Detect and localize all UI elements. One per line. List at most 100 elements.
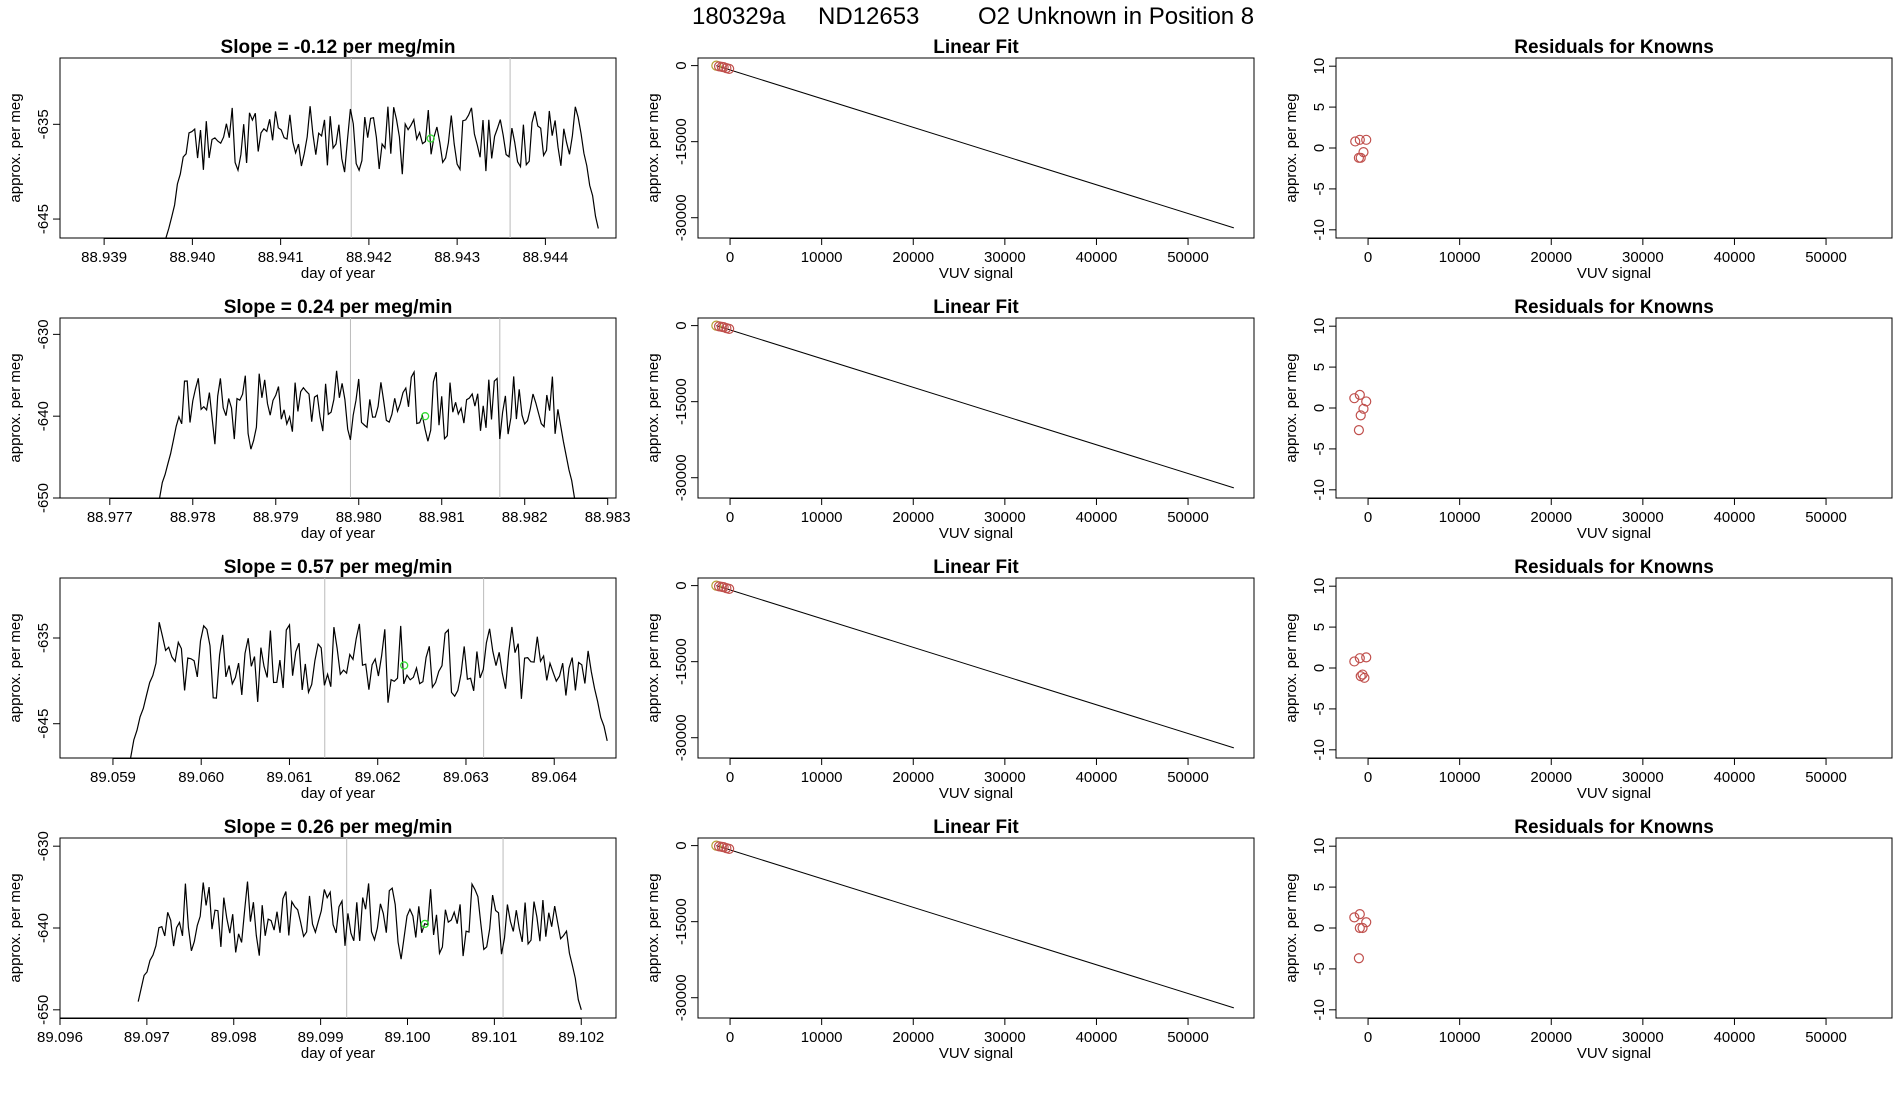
x-tick-label: 50000	[1805, 1029, 1847, 1046]
data-point	[1354, 908, 1365, 920]
y-tick-label: -635	[35, 109, 52, 139]
linear-fit-row-1: Linear Fit 0 10000 20000 30000 40000 50000 VUV …	[645, 37, 1255, 282]
x-axis-label: day of year	[301, 265, 375, 282]
data-point	[1361, 396, 1372, 407]
x-tick-label: 40000	[1714, 249, 1756, 266]
x-tick-label: 88.978	[170, 509, 216, 526]
x-axis-label: VUV signal	[939, 785, 1013, 802]
chart-title: Linear Fit	[933, 297, 1019, 318]
y-tick-label: 5	[1311, 363, 1328, 371]
fit-line	[716, 845, 1234, 1009]
x-axis-label: VUV signal	[1577, 1045, 1651, 1062]
y-tick-label: -10	[1311, 739, 1328, 761]
x-tick-label: 0	[1364, 769, 1372, 786]
data-point	[724, 63, 735, 75]
x-tick-label: 20000	[1530, 509, 1572, 526]
y-tick-label: 10	[1311, 318, 1328, 335]
x-tick-label: 30000	[1622, 769, 1664, 786]
x-tick-label: 50000	[1805, 249, 1847, 266]
series-line	[137, 881, 582, 1010]
x-tick-label: 89.098	[211, 1029, 257, 1046]
y-tick-label: -5	[1311, 442, 1328, 455]
y-tick-label: -645	[35, 709, 52, 739]
plot-frame	[697, 837, 1255, 1019]
x-tick-label: 20000	[892, 249, 934, 266]
y-tick-label: -650	[35, 483, 52, 513]
x-axis-label: VUV signal	[939, 265, 1013, 282]
x-tick-label: 10000	[1439, 769, 1481, 786]
data-point	[1361, 917, 1372, 928]
x-tick-label: 0	[726, 769, 734, 786]
linear-fit-row-3: Linear Fit 0 10000 20000 30000 40000 50000 VUV …	[645, 557, 1255, 802]
x-tick-label: 89.063	[443, 769, 489, 786]
x-tick-label: 88.944	[522, 249, 568, 266]
x-axis-label: VUV signal	[939, 525, 1013, 542]
x-axis-label: VUV signal	[939, 1045, 1013, 1062]
data-point	[1358, 146, 1369, 158]
y-tick-label: 0	[673, 841, 690, 849]
x-tick-label: 89.061	[267, 769, 313, 786]
plot-frame	[1335, 57, 1893, 239]
x-tick-label: 20000	[892, 769, 934, 786]
x-tick-label: 88.943	[434, 249, 480, 266]
y-tick-label: -630	[35, 831, 52, 861]
data-point	[1354, 653, 1365, 664]
residuals-row-3: Residuals for Knowns 0 10000 20000 30000 4000…	[1283, 557, 1893, 802]
x-tick-label: 20000	[892, 1029, 934, 1046]
data-point	[1359, 672, 1370, 683]
y-tick-label: 5	[1311, 623, 1328, 631]
plot-frame	[1335, 837, 1893, 1019]
x-tick-label: 88.942	[346, 249, 392, 266]
x-tick-label: 89.059	[90, 769, 136, 786]
x-tick-label: 20000	[892, 509, 934, 526]
x-tick-label: 0	[726, 249, 734, 266]
y-tick-label: -645	[35, 204, 52, 234]
x-tick-label: 88.940	[169, 249, 215, 266]
y-axis-label: approx. per meg	[645, 353, 662, 462]
x-tick-label: 0	[1364, 509, 1372, 526]
midpoint-marker	[420, 412, 430, 421]
y-tick-label: 0	[1311, 404, 1328, 412]
x-tick-label: 88.979	[253, 509, 299, 526]
x-tick-label: 40000	[1714, 769, 1756, 786]
y-axis-label: approx. per meg	[1283, 613, 1300, 722]
x-tick-label: 40000	[1714, 1029, 1756, 1046]
linear-fit-row-2: Linear Fit 0 10000 20000 30000 40000 50000 VUV …	[645, 297, 1255, 542]
plot-area	[159, 318, 576, 498]
data-point	[1353, 424, 1364, 436]
chart-title: Residuals for Knowns	[1514, 37, 1714, 58]
y-tick-label: 0	[673, 61, 690, 69]
data-point	[1354, 134, 1365, 145]
data-point	[724, 843, 735, 855]
chart-title: Slope = 0.24 per meg/min	[224, 297, 453, 318]
midpoint-marker	[420, 919, 430, 929]
x-axis-label: VUV signal	[1577, 265, 1651, 282]
y-tick-label: -10	[1311, 479, 1328, 501]
x-tick-label: 88.983	[585, 509, 631, 526]
data-point	[724, 583, 735, 595]
x-tick-label: 40000	[1076, 1029, 1118, 1046]
plot-area	[711, 840, 1234, 1009]
residuals-row-1: Residuals for Knowns 0 10000 20000 30000 4000…	[1283, 37, 1893, 282]
plot-area	[711, 320, 1234, 489]
y-tick-label: -15000	[673, 638, 690, 685]
x-axis-label: VUV signal	[1577, 525, 1651, 542]
y-tick-label: -630	[35, 319, 52, 349]
chart-title: Linear Fit	[933, 817, 1019, 838]
y-tick-label: -30000	[673, 974, 690, 1021]
data-point	[1349, 656, 1360, 667]
plot-frame	[59, 317, 617, 499]
y-axis-label: approx. per meg	[1283, 353, 1300, 462]
y-tick-label: -30000	[673, 714, 690, 761]
series-line	[130, 622, 608, 758]
y-tick-label: -640	[35, 913, 52, 943]
series-line	[165, 106, 599, 238]
x-tick-label: 88.980	[336, 509, 382, 526]
y-tick-label: 5	[1311, 103, 1328, 111]
residuals-row-4: Residuals for Knowns 0 10000 20000 30000 4000…	[1283, 817, 1893, 1062]
y-tick-label: -10	[1311, 999, 1328, 1021]
chart-title: Slope = 0.26 per meg/min	[224, 817, 453, 838]
plot-area	[711, 580, 1234, 749]
plot-area	[130, 578, 608, 758]
data-point	[724, 323, 735, 335]
